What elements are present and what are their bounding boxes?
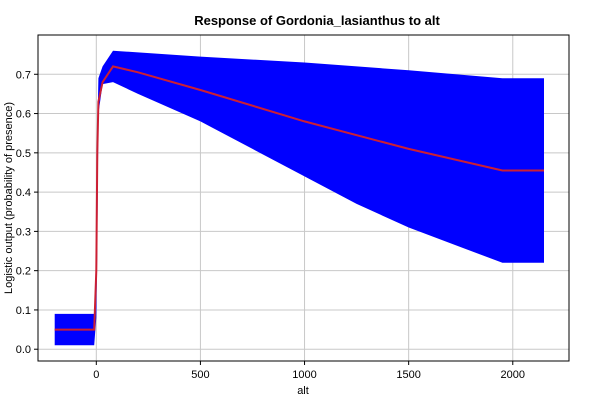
mean-line-path	[54, 65, 544, 331]
y-tick-label: 0.2	[16, 266, 31, 278]
x-axis-ticks: 0 500 1000 1500 2000	[93, 361, 525, 381]
y-tick-label: 0.7	[16, 69, 31, 81]
mean-response-line	[54, 65, 544, 331]
y-tick-label: 0.3	[16, 226, 31, 238]
x-tick-label: 500	[191, 369, 209, 381]
y-tick-label: 0.0	[16, 344, 31, 356]
x-tick-label: 0	[93, 369, 99, 381]
y-tick-label: 0.4	[16, 187, 31, 199]
y-axis-label: Logistic output (probability of presence…	[3, 102, 15, 294]
plot-frame	[37, 34, 570, 362]
x-axis-label: alt	[297, 385, 309, 397]
y-axis-ticks: 0.0 0.1 0.2 0.3 0.4 0.5 0.6 0.7	[16, 69, 38, 356]
y-tick-label: 0.5	[16, 148, 31, 160]
confidence-band	[54, 50, 544, 346]
band-area	[54, 50, 544, 346]
x-tick-label: 2000	[501, 369, 525, 381]
y-tick-label: 0.1	[16, 305, 31, 317]
y-tick-label: 0.6	[16, 109, 31, 121]
x-tick-label: 1000	[292, 369, 316, 381]
x-tick-label: 1500	[396, 369, 420, 381]
chart-title: Response of Gordonia_lasianthus to alt	[194, 13, 440, 28]
